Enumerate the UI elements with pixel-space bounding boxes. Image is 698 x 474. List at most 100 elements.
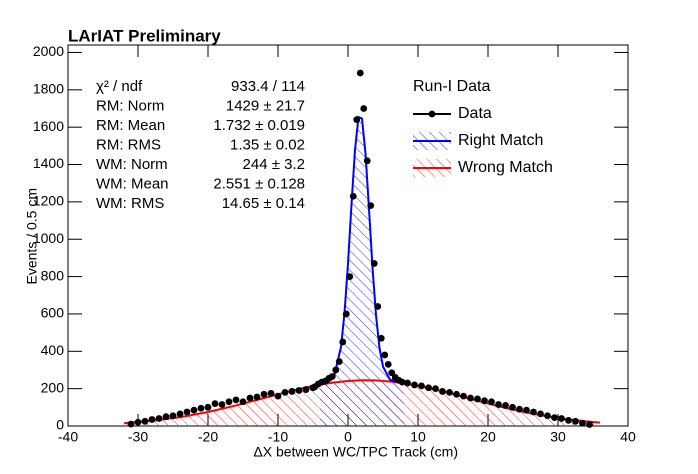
fit-line	[319, 115, 405, 386]
data-point	[488, 398, 495, 406]
data-point	[176, 410, 184, 418]
data-point	[239, 398, 247, 406]
data-point	[474, 395, 481, 403]
data-point	[246, 394, 254, 402]
stat-value: 1.732 ± 0.019	[213, 117, 305, 134]
data-point	[356, 69, 364, 77]
legend-label: Wrong Match	[458, 159, 553, 176]
data-point	[353, 116, 361, 124]
stat-value: 2.551 ± 0.128	[213, 175, 305, 192]
data-point	[232, 396, 240, 404]
data-point	[190, 406, 198, 414]
y-axis-title: Events / 0.5 cm	[24, 188, 40, 284]
data-point	[404, 379, 411, 387]
data-point	[384, 360, 392, 368]
data-point	[565, 416, 572, 424]
legend-label: Data	[458, 105, 492, 122]
legend-title: Run-I Data	[413, 78, 490, 95]
data-point	[155, 415, 163, 422]
data-point	[586, 421, 593, 428]
data-point	[218, 401, 226, 408]
data-point	[502, 402, 509, 409]
x-tick-label: 10	[410, 429, 426, 445]
y-tick-label: 800	[41, 267, 65, 283]
data-point	[523, 406, 530, 414]
y-tick-label: 1600	[33, 118, 64, 134]
data-point	[425, 384, 432, 392]
x-tick-label: 30	[550, 429, 566, 445]
x-tick-label: -30	[128, 429, 148, 445]
data-point	[211, 400, 219, 407]
stat-label: WM: Norm	[96, 156, 168, 173]
data-point	[432, 385, 439, 393]
x-axis-title: ΔX between WC/TPC Track (cm)	[253, 444, 458, 460]
data-point	[509, 403, 516, 411]
y-tick-label: 2000	[33, 43, 64, 59]
data-point	[162, 413, 170, 421]
data-point	[516, 405, 523, 413]
data-point	[134, 418, 142, 426]
stat-value: 244 ± 3.2	[243, 156, 305, 173]
data-point	[225, 398, 233, 406]
data-point	[148, 416, 156, 423]
data-point	[572, 417, 579, 425]
y-tick-label: 1800	[33, 81, 64, 97]
data-point	[388, 369, 396, 377]
data-point	[141, 417, 149, 425]
x-tick-label: -40	[58, 429, 78, 445]
data-point	[339, 338, 347, 346]
data-point	[253, 393, 261, 401]
data-point	[453, 390, 460, 398]
legend-swatch	[428, 110, 436, 118]
data-point	[349, 192, 357, 200]
y-tick-label: 400	[41, 342, 65, 358]
data-point	[169, 412, 177, 420]
data-point	[367, 202, 375, 210]
stat-label: WM: Mean	[96, 175, 169, 192]
y-tick-label: 1200	[33, 193, 64, 209]
x-tick-label: 40	[620, 429, 636, 445]
data-point	[328, 373, 336, 380]
y-tick-label: 1000	[33, 230, 64, 246]
data-point	[544, 412, 551, 420]
data-point	[537, 410, 544, 418]
data-point	[346, 273, 354, 280]
stat-label: χ² / ndf	[96, 78, 143, 95]
data-point	[363, 157, 371, 165]
data-point	[335, 358, 343, 365]
stat-value: 14.65 ± 0.14	[222, 195, 305, 212]
data-point	[281, 388, 289, 396]
x-tick-label: -20	[198, 429, 218, 445]
data-point	[558, 415, 565, 422]
x-tick-label: 20	[480, 429, 496, 445]
data-point	[495, 401, 502, 408]
data-point	[274, 392, 282, 400]
chart-title: LArIAT Preliminary	[68, 26, 221, 45]
data-point	[288, 388, 296, 395]
data-point	[183, 408, 191, 416]
stat-value: 933.4 / 114	[231, 78, 305, 95]
y-tick-label: 0	[56, 417, 64, 433]
data-point	[467, 394, 474, 402]
data-point	[551, 414, 558, 421]
y-tick-label: 1400	[33, 155, 64, 171]
stat-label: RM: RMS	[96, 136, 161, 153]
stat-label: WM: RMS	[96, 195, 164, 212]
data-point	[370, 260, 378, 267]
x-tick-label: -10	[268, 429, 288, 445]
data-point	[360, 105, 368, 112]
data-point	[377, 334, 385, 342]
data-point	[411, 381, 418, 389]
data-point	[197, 404, 205, 412]
data-point	[418, 382, 425, 390]
data-point	[342, 310, 350, 318]
x-tick-label: 0	[344, 429, 352, 445]
data-point	[302, 386, 310, 393]
data-point	[530, 408, 537, 416]
data-point	[460, 392, 467, 400]
data-point	[332, 366, 340, 374]
data-point	[204, 403, 212, 411]
data-point	[481, 397, 488, 405]
